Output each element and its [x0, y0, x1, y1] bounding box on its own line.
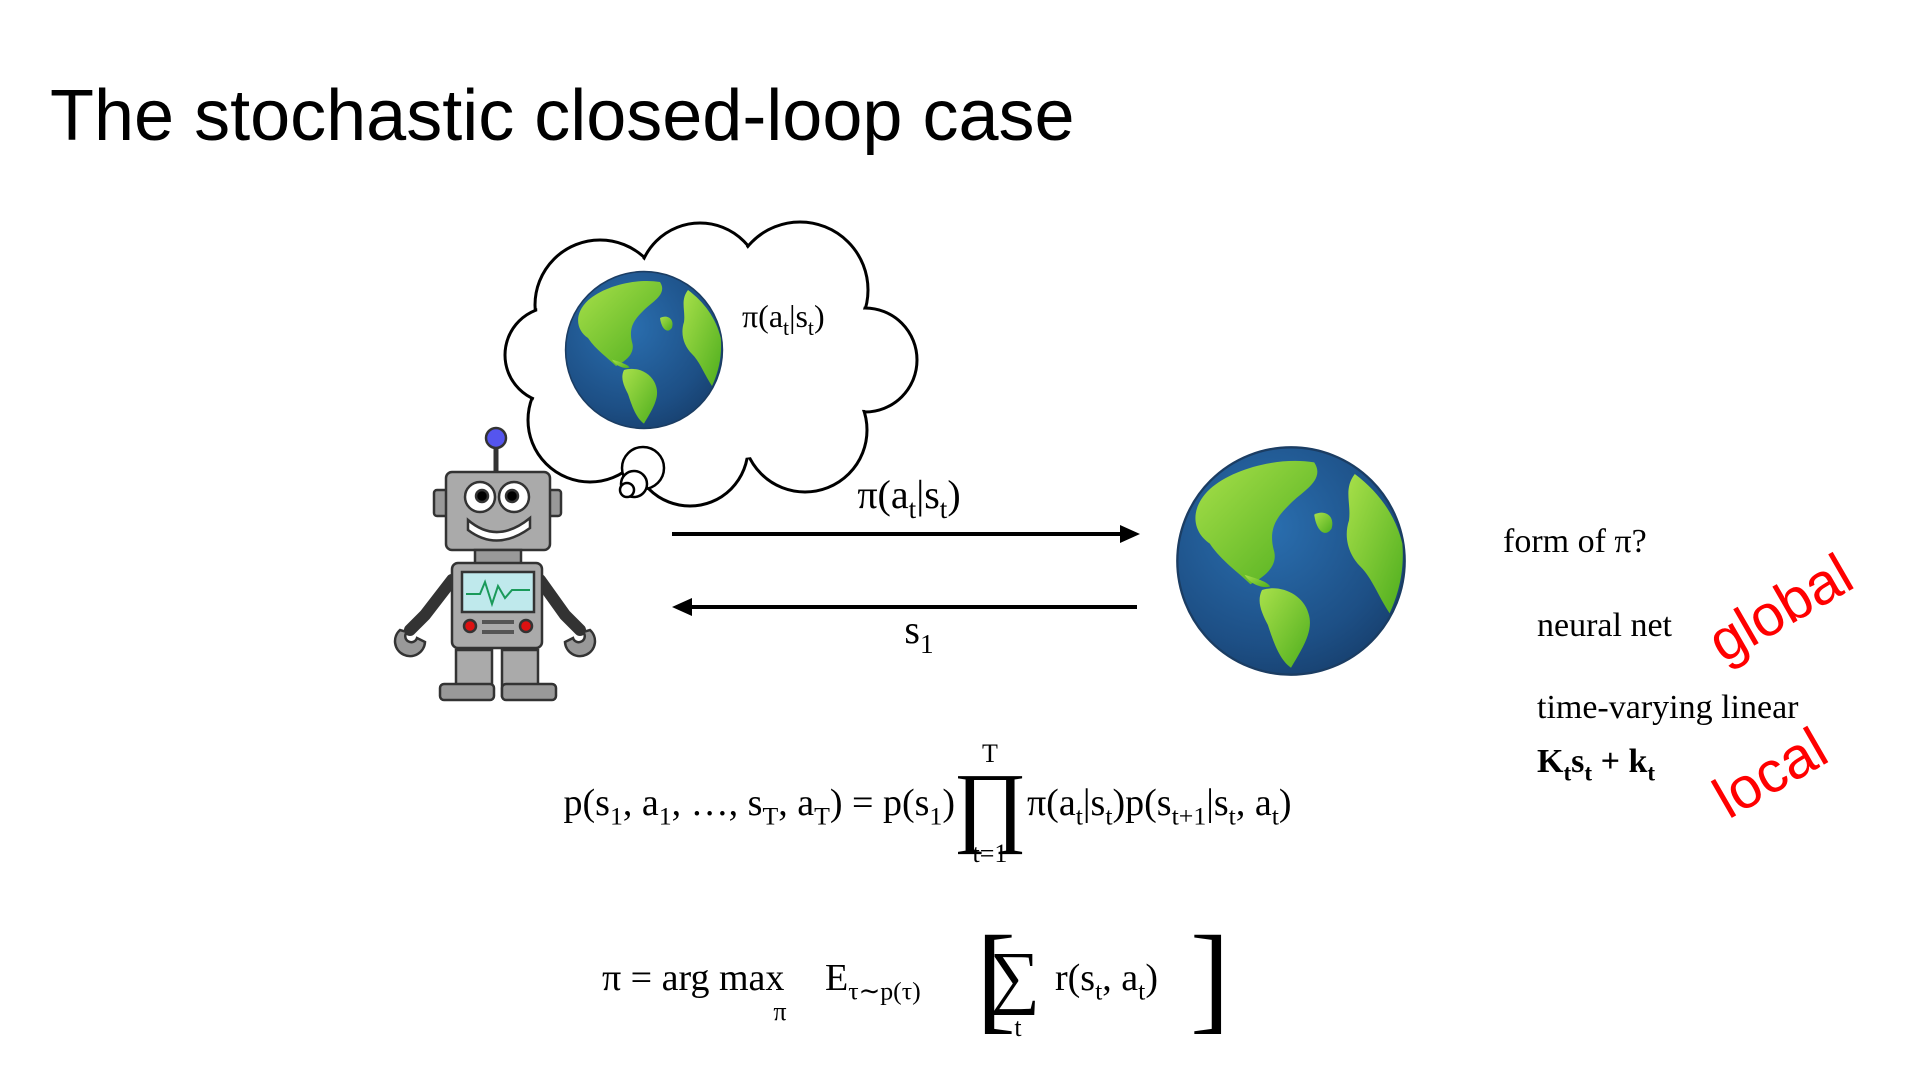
math-text: , a	[1102, 957, 1138, 999]
product-lower: t=1	[973, 839, 1008, 868]
state-label: s1	[904, 607, 933, 659]
sum-symbol: ∑	[990, 939, 1040, 1016]
subscript: t	[1138, 977, 1146, 1006]
action-label: π(at|st)	[857, 472, 960, 524]
robot	[393, 426, 597, 702]
sum-under: t	[1014, 1013, 1022, 1042]
max-under: π	[773, 997, 786, 1026]
subscript: t	[783, 316, 789, 340]
close-bracket: ]	[1190, 911, 1230, 1044]
subscript: 1	[920, 629, 934, 659]
math-text: π(a	[857, 472, 909, 517]
subscript: 1	[659, 802, 672, 831]
math-text: π(a	[1027, 782, 1076, 824]
subscript: t	[808, 316, 814, 340]
math-text: )p(s	[1113, 782, 1172, 824]
subscript: t	[1563, 761, 1571, 787]
math-text: K	[1537, 743, 1564, 780]
subscript: 1	[610, 802, 623, 831]
math-text: |s	[789, 298, 808, 334]
math-text: , …, s	[672, 782, 763, 824]
math-text: |s	[1206, 782, 1228, 824]
math-text: )	[942, 782, 955, 824]
linear-formula: Ktst + kt	[1537, 743, 1655, 787]
subscript: T	[762, 802, 778, 831]
subscript: t	[1647, 761, 1655, 787]
math-text: p(s	[563, 782, 609, 824]
trajectory-right: π(at|st)p(st+1|st, at)	[1027, 782, 1292, 831]
slide-title: The stochastic closed-loop case	[50, 76, 1075, 156]
subscript: t	[909, 494, 917, 524]
state-arrow	[672, 598, 1137, 616]
subscript: t	[1229, 802, 1237, 831]
math-text: s	[1571, 743, 1584, 780]
expectation: Eτ∼p(τ)	[825, 957, 921, 1006]
math-text: + k	[1592, 743, 1647, 780]
trajectory-left: p(s1, a1, …, sT, aT) = p(s1)	[563, 782, 955, 831]
math-text: , a	[778, 782, 814, 824]
subscript: t+1	[1172, 802, 1207, 831]
product-symbol: ∏	[953, 756, 1027, 855]
math-text: r(s	[1055, 957, 1095, 999]
subscript: t	[1105, 802, 1113, 831]
objective-left: π = arg max	[602, 957, 784, 999]
open-bracket: [	[976, 911, 1016, 1044]
policy-question: form of π?	[1503, 523, 1647, 560]
math-text: π(a	[742, 298, 783, 334]
option-time-varying-linear: time-varying linear	[1537, 689, 1799, 726]
math-text: )	[947, 472, 960, 517]
math-text: ) = p(s	[830, 782, 930, 824]
subscript: t	[1076, 802, 1084, 831]
subscript: τ∼p(τ)	[848, 977, 921, 1006]
math-text: )	[814, 298, 825, 334]
subscript: t	[1095, 977, 1103, 1006]
subscript: T	[814, 802, 830, 831]
math-text: , a	[623, 782, 659, 824]
action-arrow	[672, 525, 1140, 543]
earth-environment	[1176, 446, 1406, 676]
tag-local: local	[1702, 715, 1838, 831]
product-upper: T	[982, 739, 998, 768]
math-text: |s	[1083, 782, 1105, 824]
math-text: )	[1279, 782, 1292, 824]
math-text: )	[1145, 957, 1158, 999]
subscript: t	[1272, 802, 1280, 831]
option-neural-net: neural net	[1537, 607, 1673, 644]
subscript: 1	[929, 802, 942, 831]
math-text: , a	[1236, 782, 1272, 824]
subscript: t	[1584, 761, 1592, 787]
subscript: t	[940, 494, 948, 524]
math-text: s	[904, 607, 920, 652]
math-text: E	[825, 957, 848, 999]
math-text: |s	[916, 472, 940, 517]
earth-thought	[564, 270, 724, 430]
cloud-policy: π(at|st)	[742, 298, 825, 340]
summand: r(st, at)	[1055, 957, 1158, 1006]
tag-global: global	[1697, 541, 1864, 675]
